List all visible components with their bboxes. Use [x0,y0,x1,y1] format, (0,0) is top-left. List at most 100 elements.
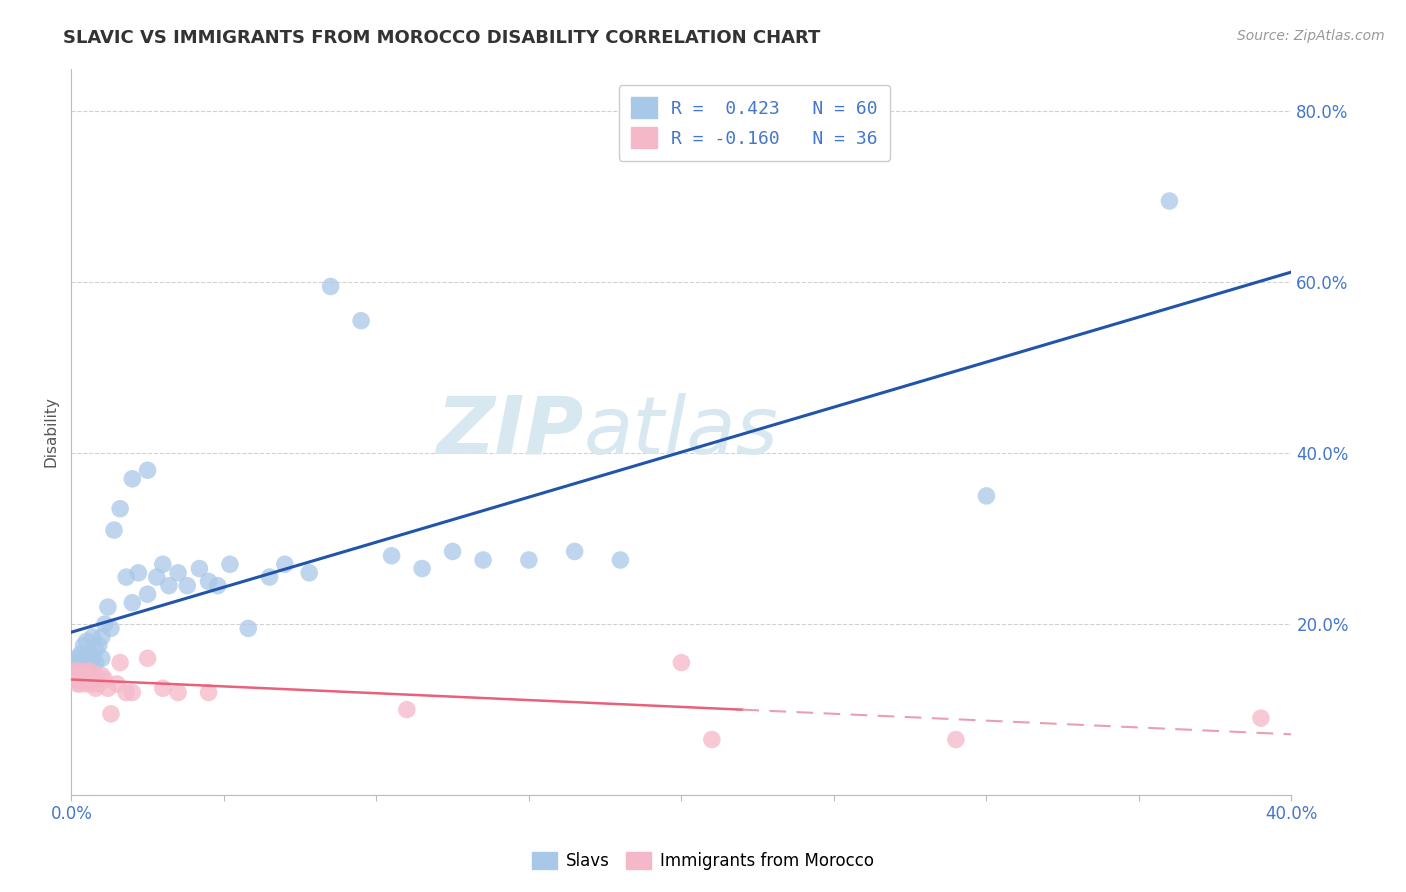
Point [121,472,143,486]
Point [82,677,104,691]
Point [79,664,101,678]
Point [136,463,159,477]
Point [90,630,112,644]
Point [145,570,167,584]
Point [82,668,104,682]
Point [69,656,91,670]
Point [976,489,998,503]
Point [66,651,89,665]
Point [72,660,94,674]
Point [108,501,131,516]
Point [108,656,131,670]
Point [121,685,143,699]
Point [564,544,586,558]
Point [84,656,107,670]
Point [90,668,112,682]
Point [66,660,89,674]
Point [197,685,219,699]
Point [72,639,94,653]
Point [79,664,101,678]
Point [115,570,138,584]
Point [84,642,107,657]
Point [66,668,89,682]
Y-axis label: Disability: Disability [44,396,58,467]
Point [152,558,174,572]
Point [105,677,128,691]
Point [700,732,723,747]
Point [197,574,219,589]
Point [274,558,297,572]
Point [100,621,122,635]
Point [103,523,125,537]
Point [945,732,967,747]
Point [69,647,91,661]
Point [69,673,91,687]
Point [517,553,540,567]
Point [121,596,143,610]
Point [319,279,342,293]
Point [63,656,86,670]
Point [259,570,281,584]
Point [100,706,122,721]
Point [1250,711,1272,725]
Point [395,703,418,717]
Point [671,656,693,670]
Point [69,668,91,682]
Point [167,566,190,580]
Point [298,566,321,580]
Point [76,668,98,682]
Point [66,664,89,678]
Text: ZIP: ZIP [436,392,583,471]
Point [72,664,94,678]
Legend: Slavs, Immigrants from Morocco: Slavs, Immigrants from Morocco [526,845,880,877]
Point [76,677,98,691]
Point [63,664,86,678]
Point [82,651,104,665]
Point [63,673,86,687]
Point [63,664,86,678]
Point [157,579,180,593]
Point [609,553,631,567]
Point [97,681,120,696]
Point [115,685,138,699]
Point [76,634,98,648]
Point [188,561,211,575]
Point [94,617,117,632]
Point [94,673,117,687]
Point [219,558,242,572]
Text: atlas: atlas [583,392,779,471]
Point [79,673,101,687]
Point [79,647,101,661]
Point [69,664,91,678]
Point [136,587,159,601]
Point [1159,194,1181,208]
Point [87,677,110,691]
Point [90,651,112,665]
Point [84,668,107,682]
Point [63,668,86,682]
Point [69,677,91,691]
Point [82,630,104,644]
Text: SLAVIC VS IMMIGRANTS FROM MOROCCO DISABILITY CORRELATION CHART: SLAVIC VS IMMIGRANTS FROM MOROCCO DISABI… [63,29,821,46]
Point [152,681,174,696]
Point [84,681,107,696]
Text: Source: ZipAtlas.com: Source: ZipAtlas.com [1237,29,1385,43]
Point [238,621,260,635]
Point [472,553,495,567]
Point [136,651,159,665]
Point [441,544,464,558]
Point [176,579,198,593]
Point [167,685,190,699]
Point [63,673,86,687]
Point [127,566,149,580]
Point [411,561,433,575]
Point [381,549,404,563]
Point [72,668,94,682]
Point [350,313,373,327]
Point [76,656,98,670]
Point [66,677,89,691]
Legend: R =  0.423   N = 60, R = -0.160   N = 36: R = 0.423 N = 60, R = -0.160 N = 36 [619,85,890,161]
Point [76,668,98,682]
Point [87,639,110,653]
Point [97,600,120,615]
